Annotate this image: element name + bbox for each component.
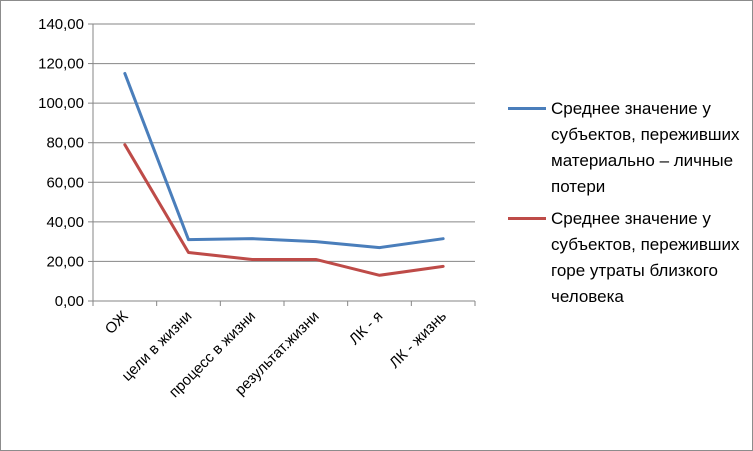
legend-swatch-series-1 xyxy=(508,107,546,110)
y-tick-label: 60,00 xyxy=(46,174,84,191)
y-tick-label: 0,00 xyxy=(55,293,84,310)
legend-swatch-series-2 xyxy=(508,217,546,220)
legend-item-series-2: Среднее значение у субъектов, переживших… xyxy=(508,206,748,310)
gridlines xyxy=(93,23,475,262)
series-lines xyxy=(123,71,445,277)
series-line-2 xyxy=(123,143,445,277)
y-tick-label: 140,00 xyxy=(38,16,84,33)
x-tick-label: ЛК - я xyxy=(346,308,386,348)
y-tick-label: 100,00 xyxy=(38,95,84,112)
y-axis-tick-labels: 0,00 20,00 40,00 60,00 80,00 100,00 120,00 140,… xyxy=(38,16,84,310)
legend-label-series-2: Среднее значение у субъектов, переживших… xyxy=(551,209,740,306)
y-tick-label: 40,00 xyxy=(46,214,84,231)
legend: Среднее значение у субъектов, переживших… xyxy=(508,96,748,316)
x-tick-label: ЛК - жизнь xyxy=(386,308,450,372)
legend-item-series-1: Среднее значение у субъектов, переживших… xyxy=(508,96,748,200)
series-line-1 xyxy=(123,71,445,250)
y-tick-label: 120,00 xyxy=(38,56,84,73)
axes xyxy=(88,23,476,306)
x-tick-label: ОЖ xyxy=(102,308,132,338)
y-tick-label: 80,00 xyxy=(46,135,84,152)
legend-label-series-1: Среднее значение у субъектов, переживших… xyxy=(551,99,740,196)
y-tick-label: 20,00 xyxy=(46,253,84,270)
